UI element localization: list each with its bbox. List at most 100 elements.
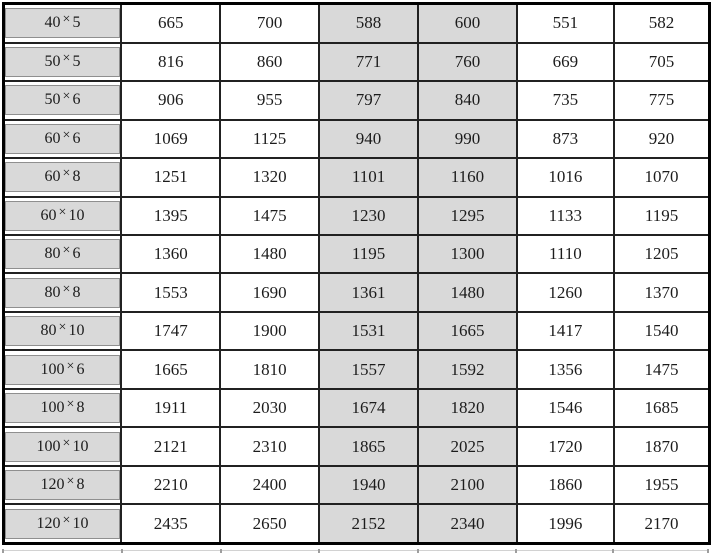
value-cell: 1820 (417, 387, 518, 429)
value-cell: 1475 (613, 349, 711, 390)
size-thickness: 8 (76, 476, 85, 494)
size-width: 80 (44, 245, 61, 263)
value-cell: 1553 (119, 272, 222, 313)
value-cell: 1395 (119, 195, 222, 237)
value-cell: 2340 (417, 503, 518, 545)
value-cell: 771 (317, 41, 420, 83)
cropped-row-column-stub (417, 549, 419, 553)
size-width: 60 (40, 206, 57, 224)
value-cell: 2121 (119, 426, 222, 467)
value-cell: 1810 (219, 349, 320, 390)
size-label-box: 80 × 8 (5, 277, 119, 308)
value-cell: 1101 (317, 157, 420, 198)
size-thickness: 6 (76, 360, 85, 378)
value-cell: 1195 (613, 195, 711, 237)
multiply-sign: × (62, 435, 71, 451)
table-row: 80 × 8 1553 1690 1361 1480 1260 1370 (2, 272, 711, 313)
value-cell: 1690 (219, 272, 320, 313)
value-cell: 1480 (219, 233, 320, 275)
multiply-sign: × (62, 12, 71, 28)
cropped-row-column-stub (318, 549, 320, 553)
value-cell: 1870 (613, 426, 711, 467)
multiply-sign: × (58, 320, 67, 336)
size-label-box: 40 × 5 (5, 8, 119, 39)
size-thickness: 10 (68, 206, 85, 224)
value-cell: 1300 (417, 233, 518, 275)
value-cell: 2170 (613, 503, 711, 545)
table-wrapper: 40 × 5 665 700 588 600 551 582 50 × 5 816 860 771 760 66… (2, 2, 711, 545)
size-label-cell: 120 × 10 (2, 503, 122, 545)
size-label-box: 50 × 6 (5, 85, 119, 116)
value-cell: 1195 (317, 233, 420, 275)
value-cell: 1070 (613, 157, 711, 198)
value-cell: 669 (515, 41, 616, 83)
value-cell: 1320 (219, 157, 320, 198)
value-cell: 665 (119, 2, 222, 44)
value-cell: 920 (613, 118, 711, 160)
value-cell: 1295 (417, 195, 518, 237)
size-thickness: 6 (72, 245, 81, 263)
table-row: 100 × 6 1665 1810 1557 1592 1356 1475 (2, 349, 711, 390)
size-thickness: 10 (68, 322, 85, 340)
value-cell: 760 (417, 41, 518, 83)
size-label-cell: 60 × 10 (2, 195, 122, 237)
table-row: 50 × 6 906 955 797 840 735 775 (2, 80, 711, 121)
value-cell: 1205 (613, 233, 711, 275)
value-cell: 1865 (317, 426, 420, 467)
cropped-row-column-stub (515, 549, 517, 553)
value-cell: 2650 (219, 503, 320, 545)
multiply-sign: × (62, 281, 71, 297)
size-label-cell: 50 × 6 (2, 80, 122, 121)
value-cell: 1475 (219, 195, 320, 237)
value-cell: 906 (119, 80, 222, 121)
value-cell: 2100 (417, 464, 518, 506)
size-thickness: 6 (72, 129, 81, 147)
value-cell: 551 (515, 2, 616, 44)
cropped-row-column-stub (707, 549, 709, 553)
size-label-cell: 80 × 8 (2, 272, 122, 313)
cropped-row-top-line (2, 550, 709, 551)
value-cell: 735 (515, 80, 616, 121)
size-width: 40 (44, 14, 61, 32)
multiply-sign: × (62, 512, 71, 528)
size-thickness: 10 (72, 514, 89, 532)
table-row: 120 × 10 2435 2650 2152 2340 1996 2170 (2, 503, 711, 545)
multiply-sign: × (66, 474, 75, 490)
value-cell: 1940 (317, 464, 420, 506)
value-cell: 2210 (119, 464, 222, 506)
value-cell: 700 (219, 2, 320, 44)
size-label-box: 100 × 10 (5, 431, 119, 462)
size-label-cell: 60 × 8 (2, 157, 122, 198)
size-thickness: 10 (72, 437, 89, 455)
value-cell: 1955 (613, 464, 711, 506)
value-cell: 816 (119, 41, 222, 83)
size-label-cell: 120 × 8 (2, 464, 122, 506)
multiply-sign: × (66, 397, 75, 413)
size-width: 50 (44, 91, 61, 109)
size-thickness: 6 (72, 91, 81, 109)
value-cell: 1133 (515, 195, 616, 237)
value-cell: 1720 (515, 426, 616, 467)
table-row: 40 × 5 665 700 588 600 551 582 (2, 2, 711, 44)
table-row: 80 × 6 1360 1480 1195 1300 1110 1205 (2, 233, 711, 275)
size-thickness: 5 (72, 14, 81, 32)
table-row: 60 × 8 1251 1320 1101 1160 1016 1070 (2, 157, 711, 198)
table-row: 120 × 8 2210 2400 1940 2100 1860 1955 (2, 464, 711, 506)
value-cell: 1016 (515, 157, 616, 198)
value-cell: 600 (417, 2, 518, 44)
size-label-cell: 60 × 6 (2, 118, 122, 160)
value-cell: 955 (219, 80, 320, 121)
value-cell: 1230 (317, 195, 420, 237)
value-cell: 588 (317, 2, 420, 44)
cropped-row-column-stub (220, 549, 222, 553)
size-width: 80 (40, 322, 57, 340)
table-row: 60 × 6 1069 1125 940 990 873 920 (2, 118, 711, 160)
size-label-cell: 40 × 5 (2, 2, 122, 44)
value-cell: 873 (515, 118, 616, 160)
size-width: 120 (36, 514, 61, 532)
value-cell: 1900 (219, 310, 320, 352)
value-cell: 705 (613, 41, 711, 83)
size-label-box: 60 × 10 (5, 200, 119, 231)
size-thickness: 8 (72, 283, 81, 301)
cropped-row-column-stub (612, 549, 614, 553)
